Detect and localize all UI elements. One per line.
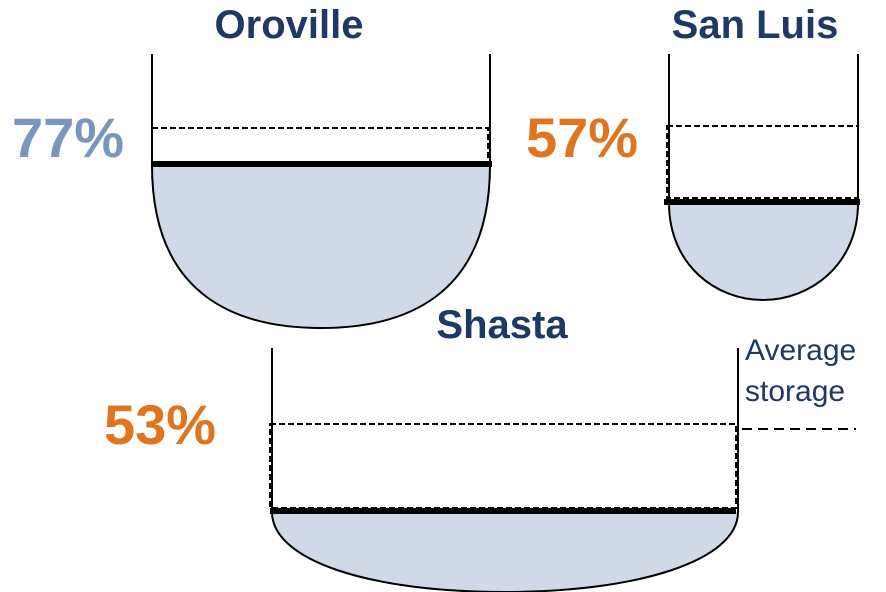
legend-label-line1: Average — [745, 334, 856, 367]
san-luis-average-storage-box — [666, 125, 859, 199]
shasta-average-storage-box — [269, 423, 737, 509]
shasta-title: Shasta — [436, 303, 568, 347]
shasta-bowl-outline — [271, 348, 739, 592]
san-luis-percent-label: 57% — [526, 106, 638, 169]
shasta-percent-label: 53% — [104, 393, 216, 456]
san-luis-title: San Luis — [672, 3, 839, 47]
reservoir-shasta: Shasta 53% — [104, 303, 739, 592]
oroville-bowl-outline — [151, 54, 491, 330]
san-luis-water — [669, 203, 858, 300]
oroville-percent-label: 77% — [12, 106, 124, 169]
shasta-water — [272, 512, 738, 592]
san-luis-bowl-outline — [668, 54, 859, 302]
oroville-title: Oroville — [215, 3, 364, 47]
legend-label-line2: storage — [745, 375, 845, 408]
average-storage-legend: Average storage — [742, 334, 856, 430]
reservoir-san-luis: San Luis 57% — [526, 3, 860, 302]
reservoir-oroville: Oroville 77% — [12, 3, 492, 330]
oroville-water — [152, 165, 490, 328]
oroville-average-storage-box — [151, 127, 489, 166]
